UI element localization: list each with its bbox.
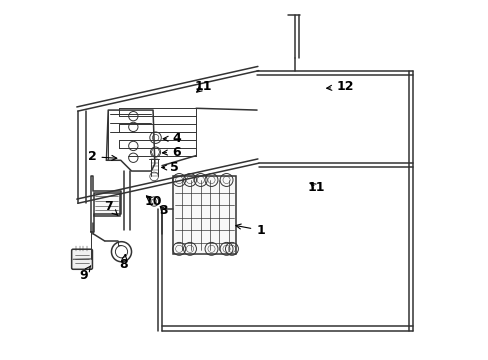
Text: 5: 5: [162, 161, 179, 174]
Text: 10: 10: [144, 195, 162, 208]
Text: 2: 2: [87, 150, 117, 163]
Text: 12: 12: [326, 80, 353, 93]
Text: 11: 11: [307, 181, 325, 194]
Text: 8: 8: [119, 255, 128, 271]
Text: 6: 6: [162, 145, 180, 158]
Text: 11: 11: [194, 80, 212, 93]
Text: 4: 4: [163, 132, 181, 145]
FancyBboxPatch shape: [72, 249, 92, 269]
Bar: [94, 193, 120, 216]
Text: 3: 3: [159, 204, 168, 217]
Text: 1: 1: [235, 224, 264, 237]
Text: 7: 7: [104, 201, 118, 216]
Text: 9: 9: [80, 266, 91, 282]
Bar: [172, 176, 235, 253]
